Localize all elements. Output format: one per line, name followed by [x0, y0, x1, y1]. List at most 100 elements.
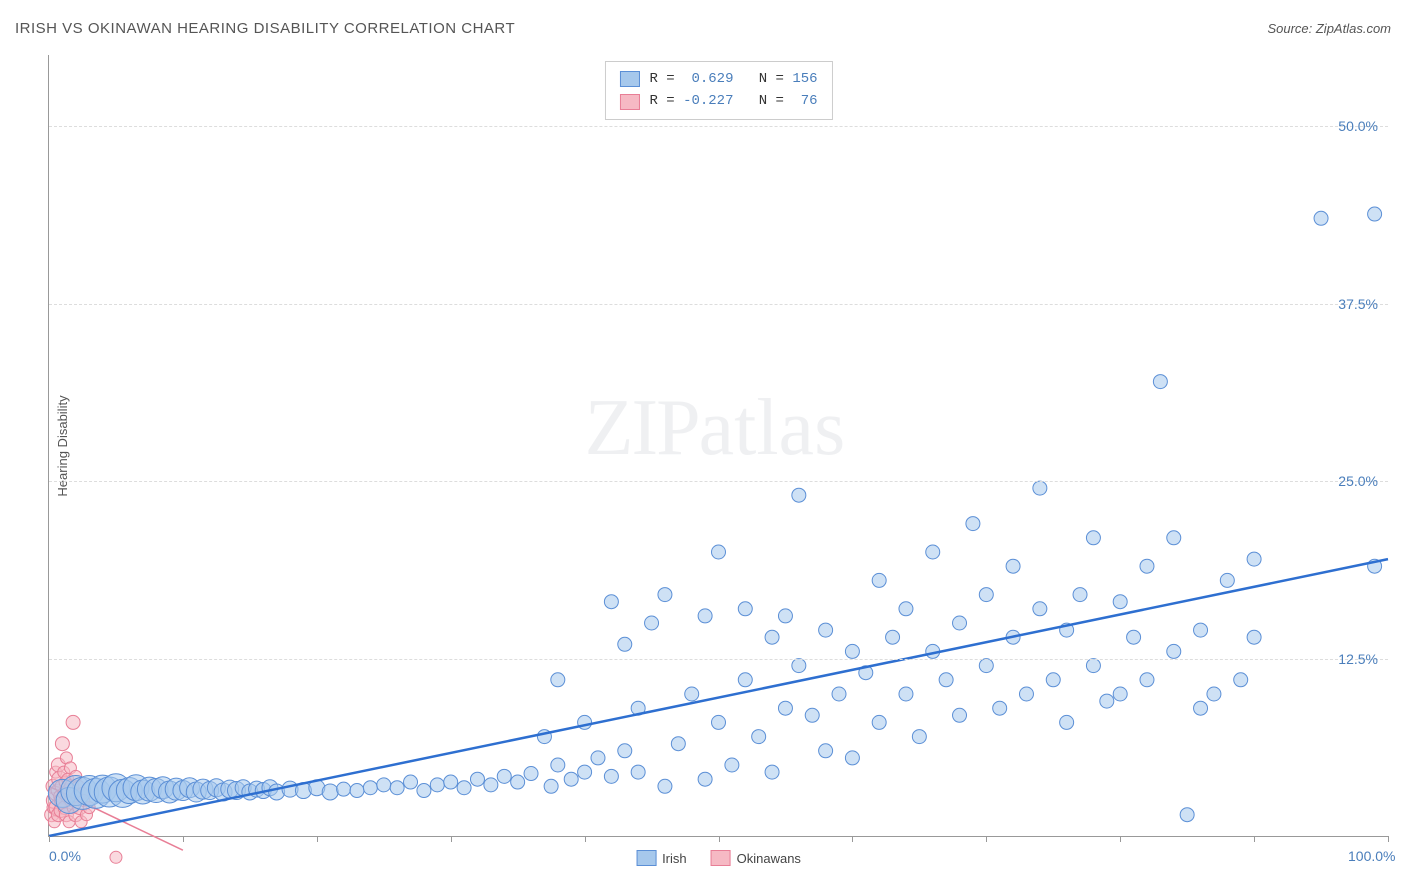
- data-point: [524, 767, 538, 781]
- data-point: [551, 673, 565, 687]
- x-tick: [317, 836, 318, 842]
- data-point: [698, 609, 712, 623]
- data-point: [604, 595, 618, 609]
- data-point: [1113, 687, 1127, 701]
- data-point: [618, 637, 632, 651]
- legend-swatch-okinawan-icon: [711, 850, 731, 866]
- data-point: [470, 772, 484, 786]
- data-point: [819, 744, 833, 758]
- legend-label: Irish: [662, 851, 687, 866]
- data-point: [1247, 552, 1261, 566]
- data-point: [578, 765, 592, 779]
- data-point: [926, 545, 940, 559]
- data-point: [551, 758, 565, 772]
- data-point: [778, 701, 792, 715]
- data-point: [497, 769, 511, 783]
- data-point: [631, 765, 645, 779]
- gridline: [49, 304, 1388, 305]
- data-point: [322, 784, 338, 800]
- x-tick: [1388, 836, 1389, 842]
- data-point: [1033, 602, 1047, 616]
- x-tick: [451, 836, 452, 842]
- chart-area: ZIPatlas R = 0.629 N = 156 R = -0.227 N …: [48, 55, 1388, 837]
- data-point: [872, 715, 886, 729]
- x-tick: [1120, 836, 1121, 842]
- data-point: [993, 701, 1007, 715]
- data-point: [1220, 573, 1234, 587]
- y-tick-label: 50.0%: [1338, 118, 1378, 134]
- data-point: [685, 687, 699, 701]
- legend-item-okinawan: Okinawans: [711, 850, 801, 866]
- data-point: [1167, 644, 1181, 658]
- data-point: [1046, 673, 1060, 687]
- data-point: [658, 779, 672, 793]
- x-axis-label: 0.0%: [49, 848, 81, 864]
- data-point: [712, 715, 726, 729]
- data-point: [591, 751, 605, 765]
- data-point: [845, 644, 859, 658]
- data-point: [1100, 694, 1114, 708]
- data-point: [671, 737, 685, 751]
- gridline: [49, 126, 1388, 127]
- data-point: [752, 730, 766, 744]
- scatter-plot: [49, 55, 1388, 836]
- data-point: [1368, 207, 1382, 221]
- data-point: [645, 616, 659, 630]
- data-point: [1127, 630, 1141, 644]
- data-point: [1314, 211, 1328, 225]
- data-point: [457, 781, 471, 795]
- data-point: [1073, 588, 1087, 602]
- data-point: [792, 488, 806, 502]
- data-point: [417, 784, 431, 798]
- legend-swatch-irish-icon: [636, 850, 656, 866]
- data-point: [1086, 531, 1100, 545]
- data-point: [564, 772, 578, 786]
- x-tick: [719, 836, 720, 842]
- chart-title: IRISH VS OKINAWAN HEARING DISABILITY COR…: [15, 20, 515, 37]
- data-point: [738, 673, 752, 687]
- data-point: [819, 623, 833, 637]
- data-point: [544, 779, 558, 793]
- data-point: [899, 687, 913, 701]
- data-point: [404, 775, 418, 789]
- data-point: [765, 765, 779, 779]
- data-point: [1194, 623, 1208, 637]
- data-point: [738, 602, 752, 616]
- data-point: [1167, 531, 1181, 545]
- data-point: [725, 758, 739, 772]
- data-point: [1194, 701, 1208, 715]
- data-point: [712, 545, 726, 559]
- gridline: [49, 659, 1388, 660]
- data-point: [66, 715, 80, 729]
- data-point: [886, 630, 900, 644]
- data-point: [430, 778, 444, 792]
- x-tick: [183, 836, 184, 842]
- data-point: [1247, 630, 1261, 644]
- data-point: [1006, 559, 1020, 573]
- source-label: Source: ZipAtlas.com: [1267, 21, 1391, 36]
- x-tick: [1254, 836, 1255, 842]
- data-point: [899, 602, 913, 616]
- data-point: [1180, 808, 1194, 822]
- x-tick: [986, 836, 987, 842]
- legend-item-irish: Irish: [636, 850, 687, 866]
- data-point: [912, 730, 926, 744]
- data-point: [618, 744, 632, 758]
- data-point: [363, 781, 377, 795]
- gridline: [49, 481, 1388, 482]
- data-point: [1140, 559, 1154, 573]
- data-point: [1207, 687, 1221, 701]
- data-point: [1153, 375, 1167, 389]
- x-tick: [852, 836, 853, 842]
- legend-series: Irish Okinawans: [636, 850, 801, 866]
- y-tick-label: 37.5%: [1338, 296, 1378, 312]
- data-point: [979, 588, 993, 602]
- data-point: [55, 737, 69, 751]
- trendline: [49, 559, 1388, 836]
- legend-label: Okinawans: [737, 851, 801, 866]
- data-point: [1086, 659, 1100, 673]
- data-point: [444, 775, 458, 789]
- data-point: [1060, 715, 1074, 729]
- data-point: [1033, 481, 1047, 495]
- data-point: [966, 517, 980, 531]
